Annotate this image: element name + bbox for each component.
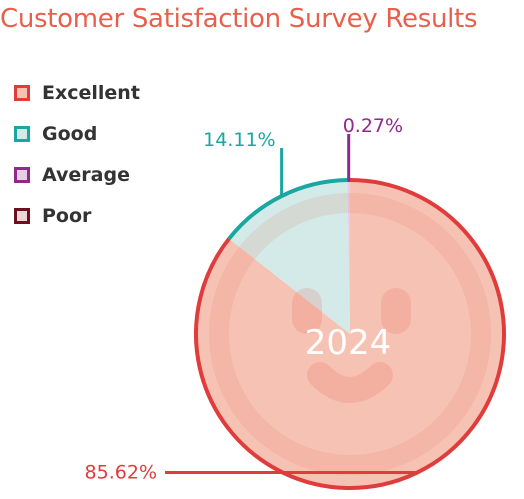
legend-item-good[interactable]: Good (14, 113, 140, 154)
legend-swatch-excellent (14, 84, 30, 101)
legend-swatch-poor (14, 207, 30, 224)
legend: Excellent Good Average Poor (14, 72, 140, 236)
pie-slice-average (347, 180, 350, 334)
legend-item-excellent[interactable]: Excellent (14, 72, 140, 113)
center-year-label: 2024 (305, 323, 392, 363)
face-smile (307, 362, 393, 403)
callout-label-average: 0.27% (343, 115, 403, 137)
pie-slice-good (229, 180, 350, 334)
legend-item-poor[interactable]: Poor (14, 195, 140, 236)
legend-swatch-good (14, 125, 30, 142)
face-right-eye (381, 288, 411, 334)
legend-swatch-average (14, 166, 30, 183)
smiley-face-decoration (209, 193, 491, 475)
chart-title: Customer Satisfaction Survey Results (0, 4, 478, 34)
face-left-eye (292, 288, 322, 334)
legend-label-good: Good (42, 122, 98, 145)
face-ring (209, 193, 491, 475)
legend-item-average[interactable]: Average (14, 154, 140, 195)
legend-label-average: Average (42, 163, 130, 186)
callout-label-good: 14.11% (203, 129, 275, 151)
legend-label-poor: Poor (42, 204, 92, 227)
legend-label-excellent: Excellent (42, 81, 140, 104)
callout-label-excellent: 85.62% (85, 462, 157, 484)
